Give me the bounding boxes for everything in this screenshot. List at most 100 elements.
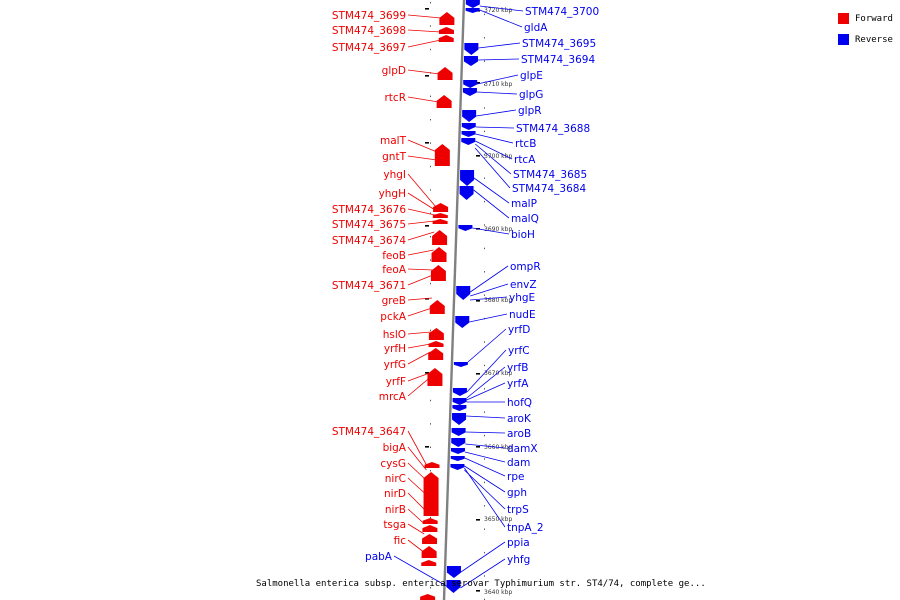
gene-label-malp[interactable]: malP — [511, 198, 537, 210]
reverse-gene-arrow[interactable] — [450, 456, 465, 461]
forward-gene-arrow[interactable] — [421, 546, 437, 558]
reverse-gene-arrow[interactable] — [446, 566, 461, 578]
gene-label-stm474-3698[interactable]: STM474_3698 — [332, 25, 406, 37]
gene-label-stm474-3688[interactable]: STM474_3688 — [516, 123, 590, 135]
gene-label-trps[interactable]: trpS — [507, 504, 529, 516]
gene-label-envz[interactable]: envZ — [510, 279, 537, 291]
reverse-gene-arrow[interactable] — [450, 464, 465, 470]
gene-label-yhgi[interactable]: yhgI — [383, 169, 406, 181]
gene-label-glda[interactable]: gldA — [524, 22, 548, 34]
gene-label-rpe[interactable]: rpe — [507, 471, 524, 483]
gene-label-yhge[interactable]: yhgE — [509, 292, 535, 304]
forward-gene-arrow[interactable] — [420, 594, 436, 600]
gene-label-stm474-3685[interactable]: STM474_3685 — [513, 169, 587, 181]
gene-label-tnpa-2[interactable]: tnpA_2 — [507, 522, 544, 534]
gene-label-nirc[interactable]: nirC — [385, 473, 406, 485]
gene-label-malt[interactable]: malT — [380, 135, 407, 147]
gene-label-mrca[interactable]: mrcA — [379, 391, 407, 403]
reverse-gene-arrow[interactable] — [463, 80, 478, 88]
gene-label-hofq[interactable]: hofQ — [507, 397, 532, 409]
gene-label-nird[interactable]: nirD — [384, 488, 406, 500]
forward-gene-arrow[interactable] — [434, 144, 450, 166]
forward-gene-arrow[interactable] — [438, 27, 454, 34]
forward-gene-arrow[interactable] — [431, 247, 447, 262]
forward-gene-arrow[interactable] — [427, 368, 443, 386]
gene-label-stm474-3676[interactable]: STM474_3676 — [332, 204, 406, 216]
gene-label-glpg[interactable]: glpG — [519, 89, 543, 101]
forward-gene-arrow[interactable] — [433, 203, 449, 212]
reverse-gene-arrow[interactable] — [456, 286, 471, 300]
forward-gene-arrow[interactable] — [423, 472, 439, 516]
gene-label-yhgh[interactable]: yhgH — [379, 188, 406, 200]
gene-label-yrff[interactable]: yrfF — [386, 376, 406, 388]
gene-label-yrfg[interactable]: yrfG — [384, 359, 406, 371]
forward-gene-arrow[interactable] — [429, 300, 445, 314]
reverse-gene-arrow[interactable] — [451, 428, 466, 436]
reverse-gene-arrow[interactable] — [459, 186, 474, 200]
reverse-gene-arrow[interactable] — [452, 405, 467, 411]
gene-label-cysg[interactable]: cysG — [380, 458, 406, 470]
gene-label-rtca[interactable]: rtcA — [514, 154, 536, 166]
gene-label-nude[interactable]: nudE — [509, 309, 536, 321]
gene-label-nirb[interactable]: nirB — [385, 504, 406, 516]
gene-label-feoa[interactable]: feoA — [382, 264, 407, 276]
reverse-gene-arrow[interactable] — [452, 413, 467, 425]
gene-label-ppia[interactable]: ppia — [507, 537, 530, 549]
forward-gene-arrow[interactable] — [436, 95, 452, 108]
forward-gene-arrow[interactable] — [432, 213, 448, 218]
forward-gene-arrow[interactable] — [428, 341, 444, 347]
gene-label-gph[interactable]: gph — [507, 487, 527, 499]
reverse-gene-arrow[interactable] — [446, 580, 461, 593]
gene-label-glpd[interactable]: glpD — [382, 65, 406, 77]
gene-label-greb[interactable]: greB — [382, 295, 406, 307]
forward-gene-arrow[interactable] — [432, 219, 448, 224]
gene-label-stm474-3697[interactable]: STM474_3697 — [332, 42, 406, 54]
forward-gene-arrow[interactable] — [422, 534, 438, 544]
gene-label-biga[interactable]: bigA — [383, 442, 407, 454]
reverse-gene-arrow[interactable] — [462, 88, 477, 96]
gene-label-stm474-3699[interactable]: STM474_3699 — [332, 10, 406, 22]
forward-gene-arrow[interactable] — [422, 518, 438, 524]
gene-label-rtcb[interactable]: rtcB — [515, 138, 536, 150]
reverse-gene-arrow[interactable] — [464, 43, 479, 55]
reverse-gene-arrow[interactable] — [452, 398, 467, 405]
reverse-gene-arrow[interactable] — [463, 56, 478, 66]
gene-label-feob[interactable]: feoB — [382, 250, 406, 262]
gene-label-stm474-3671[interactable]: STM474_3671 — [332, 280, 406, 292]
gene-label-yhfg[interactable]: yhfg — [507, 554, 530, 566]
reverse-gene-arrow[interactable] — [451, 438, 466, 447]
reverse-gene-arrow[interactable] — [465, 0, 480, 8]
gene-label-malq[interactable]: malQ — [511, 213, 539, 225]
reverse-gene-arrow[interactable] — [461, 138, 476, 145]
reverse-gene-arrow[interactable] — [461, 123, 476, 130]
gene-label-stm474-3684[interactable]: STM474_3684 — [512, 183, 586, 195]
reverse-gene-arrow[interactable] — [465, 8, 480, 13]
gene-label-yrfb[interactable]: yrfB — [507, 362, 528, 374]
gene-label-bioh[interactable]: bioH — [511, 229, 535, 241]
gene-label-pcka[interactable]: pckA — [380, 311, 407, 323]
gene-label-damx[interactable]: damX — [507, 443, 538, 455]
gene-label-stm474-3700[interactable]: STM474_3700 — [525, 6, 599, 18]
gene-label-arob[interactable]: aroB — [507, 428, 531, 440]
forward-gene-arrow[interactable] — [428, 328, 444, 340]
gene-label-yrfc[interactable]: yrfC — [508, 345, 530, 357]
gene-label-dam[interactable]: dam — [507, 457, 530, 469]
gene-label-stm474-3694[interactable]: STM474_3694 — [521, 54, 595, 66]
gene-label-yrfd[interactable]: yrfD — [508, 324, 530, 336]
forward-gene-arrow[interactable] — [439, 12, 455, 25]
reverse-gene-arrow[interactable] — [452, 388, 467, 396]
reverse-gene-arrow[interactable] — [450, 448, 465, 454]
forward-gene-arrow[interactable] — [422, 525, 438, 532]
forward-gene-arrow[interactable] — [437, 67, 453, 80]
forward-gene-arrow[interactable] — [421, 560, 437, 566]
forward-gene-arrow[interactable] — [430, 265, 446, 281]
gene-label-yrfh[interactable]: yrfH — [384, 343, 406, 355]
gene-label-yrfa[interactable]: yrfA — [507, 378, 529, 390]
reverse-gene-arrow[interactable] — [460, 170, 475, 186]
forward-gene-arrow[interactable] — [424, 462, 440, 468]
gene-label-stm474-3695[interactable]: STM474_3695 — [522, 38, 596, 50]
gene-label-tsga[interactable]: tsga — [383, 519, 406, 531]
gene-label-rtcr[interactable]: rtcR — [384, 92, 406, 104]
gene-label-glpe[interactable]: glpE — [520, 70, 543, 82]
gene-label-paba[interactable]: pabA — [365, 551, 393, 563]
